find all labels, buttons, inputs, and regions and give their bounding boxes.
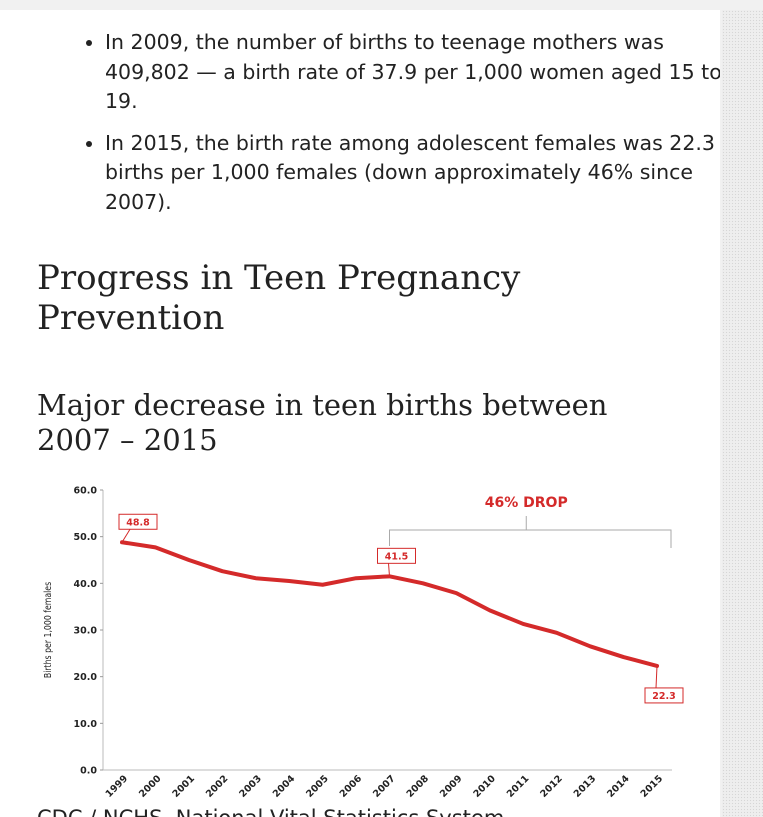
x-tick-label: 2015 [639, 773, 665, 799]
callout: 22.3 [644, 665, 684, 704]
x-tick-label: 2006 [338, 773, 365, 800]
callout-box [377, 547, 416, 564]
x-tick-label: 2003 [237, 773, 263, 799]
callout-pointer [388, 563, 390, 577]
subheading: Major decrease in teen births between 20… [37, 388, 608, 457]
source-caption: CDC / NCHS, National Vital Statistics Sy… [37, 806, 504, 817]
x-tick-label: 2007 [371, 773, 397, 799]
y-tick-label: 30.0 [74, 626, 98, 637]
callout-box [118, 513, 158, 530]
y-tick-label: 40.0 [74, 579, 98, 590]
side-panel [722, 10, 763, 817]
data-label: 41.5 [385, 551, 408, 562]
callout: 41.5 [377, 547, 416, 577]
y-tick-label: 20.0 [74, 672, 98, 683]
x-tick-label: 2009 [438, 773, 464, 799]
callout-box [644, 687, 684, 704]
y-tick-label: 10.0 [74, 719, 98, 730]
x-tick-label: 2013 [572, 773, 598, 799]
x-tick-label: 2008 [405, 773, 432, 800]
callout: 48.8 [118, 513, 158, 543]
x-tick-label: 2012 [538, 773, 564, 799]
x-tick-label: 2005 [304, 773, 330, 799]
bullet-list: In 2009, the number of births to teenage… [60, 28, 720, 229]
callout-pointer [121, 529, 131, 543]
heading: Progress in Teen Pregnancy Prevention [37, 258, 521, 338]
y-tick-label: 60.0 [74, 486, 98, 497]
x-tick-label: 2004 [271, 773, 298, 800]
y-tick-label: 50.0 [74, 532, 98, 543]
y-axis-label: Births per 1,000 females [43, 582, 54, 679]
x-tick-label: 2002 [204, 773, 230, 799]
data-label: 22.3 [652, 691, 675, 702]
bullet: In 2009, the number of births to teenage… [105, 28, 720, 117]
chart: 0.0 10.0 20.0 30.0 40.0 50.0 60.0 Births per 1,… [43, 486, 684, 800]
annotation: 46% DROP [485, 495, 568, 511]
y-tick-label: 0.0 [80, 766, 97, 777]
x-tick-label: 2000 [137, 773, 164, 800]
x-tick-label: 1999 [104, 773, 130, 799]
article: In 2009, the number of births to teenage… [0, 10, 720, 817]
x-tick-label: 2014 [605, 773, 632, 800]
x-tick-label: 2011 [505, 773, 531, 799]
bracket [389, 516, 672, 548]
data-label: 48.8 [126, 517, 150, 528]
x-tick-label: 2010 [471, 773, 498, 800]
callout-pointer [655, 665, 658, 688]
bullet: In 2015, the birth rate among adolescent… [105, 129, 720, 218]
x-tick-label: 2001 [171, 773, 197, 799]
